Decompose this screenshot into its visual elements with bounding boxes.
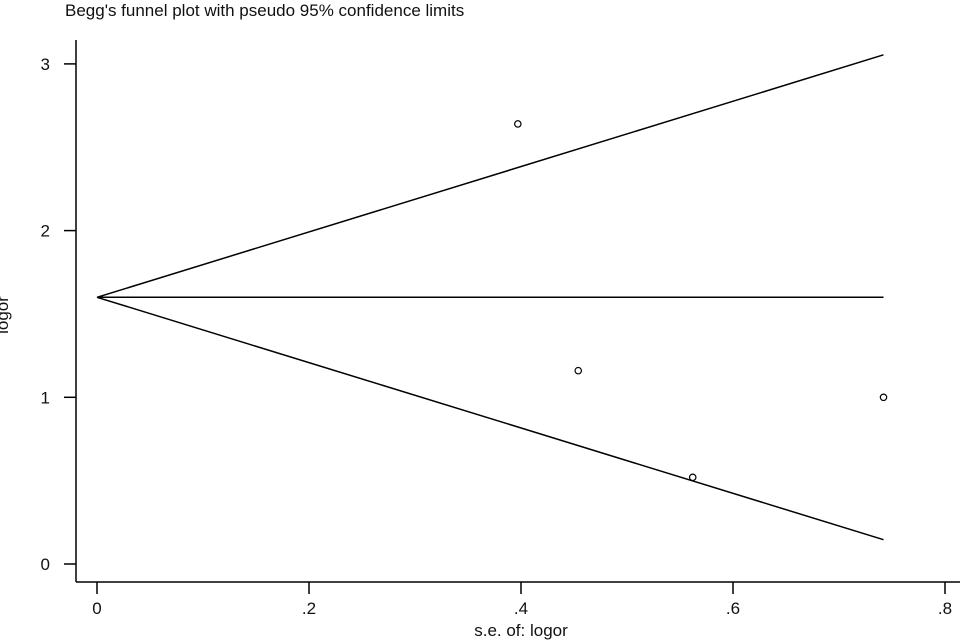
lower-confidence-limit-line — [96, 296, 884, 541]
x-axis-label: s.e. of: logor — [474, 621, 568, 640]
data-point — [574, 366, 583, 375]
y-tick-label: 2 — [41, 222, 50, 241]
x-tick-label: .2 — [302, 599, 316, 618]
x-tick-label: .6 — [726, 599, 740, 618]
upper-confidence-limit-line — [96, 54, 884, 298]
chart-title: Begg's funnel plot with pseudo 95% confi… — [65, 1, 464, 20]
y-tick-label: 1 — [41, 388, 50, 407]
x-tick-label: .4 — [514, 599, 528, 618]
x-tick-label: .8 — [938, 599, 952, 618]
data-point — [514, 120, 522, 128]
y-tick-label: 3 — [41, 55, 50, 74]
data-point — [688, 473, 697, 482]
y-tick-label: 0 — [41, 555, 50, 574]
x-tick-label: 0 — [92, 599, 101, 618]
data-point — [879, 393, 888, 402]
y-axis-label: logor — [0, 296, 12, 334]
